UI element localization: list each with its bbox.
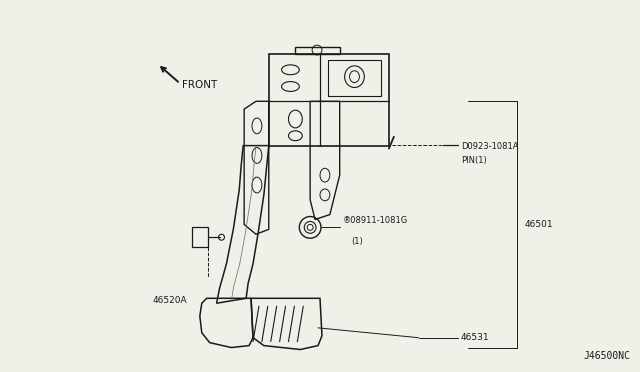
Text: J46500NC: J46500NC [583, 351, 630, 361]
Text: 46501: 46501 [525, 220, 554, 229]
Text: (1): (1) [351, 237, 364, 246]
Text: 46520A: 46520A [153, 296, 188, 305]
Circle shape [307, 224, 313, 230]
Text: 46531: 46531 [461, 333, 490, 342]
Text: ®08911-1081G: ®08911-1081G [342, 217, 408, 225]
Text: FRONT: FRONT [182, 80, 218, 90]
Text: PIN(1): PIN(1) [461, 156, 486, 165]
Text: D0923-1081A: D0923-1081A [461, 142, 518, 151]
